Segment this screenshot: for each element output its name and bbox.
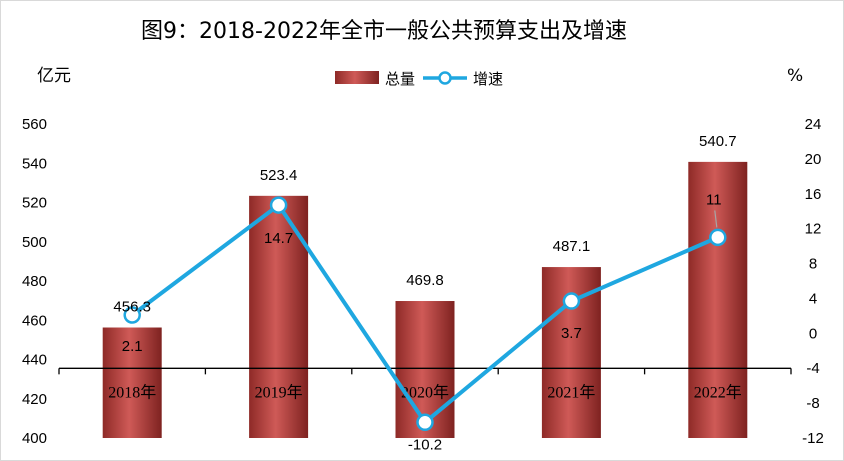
growth-value-label: 3.7 bbox=[561, 325, 582, 342]
category-label: 2020年 bbox=[401, 383, 449, 401]
growth-marker bbox=[123, 306, 141, 324]
growth-value-label: 2.1 bbox=[122, 338, 143, 355]
category-label: 2019年 bbox=[255, 383, 303, 401]
left-tick-label: 460 bbox=[22, 312, 47, 329]
left-tick-label: 420 bbox=[22, 391, 47, 408]
right-tick-label: 12 bbox=[805, 221, 822, 238]
left-tick-label: 560 bbox=[22, 116, 47, 133]
growth-value-label: -10.2 bbox=[408, 436, 442, 453]
growth-marker bbox=[269, 196, 288, 214]
legend-line-label: 增速 bbox=[473, 70, 503, 88]
bar-value-label: 487.1 bbox=[553, 238, 591, 255]
right-tick-label: 8 bbox=[809, 256, 817, 273]
left-tick-label: 540 bbox=[22, 155, 47, 172]
right-tick-label: -8 bbox=[806, 395, 819, 412]
right-tick-label: 4 bbox=[809, 290, 817, 307]
bar-value-label: 469.8 bbox=[406, 272, 444, 289]
line-series bbox=[123, 196, 727, 432]
bar-value-label: 456.3 bbox=[113, 299, 151, 316]
right-tick-label: -12 bbox=[802, 430, 824, 447]
bar-value-labels: 456.3 523.4 469.8 487.1 540.7 bbox=[113, 133, 736, 316]
line-value-labels: 2.1 14.7 -10.2 3.7 11 bbox=[122, 191, 722, 453]
bar bbox=[102, 327, 162, 438]
category-label: 2021年 bbox=[547, 383, 595, 401]
growth-value-label: 14.7 bbox=[264, 230, 293, 247]
left-tick-label: 480 bbox=[22, 273, 47, 290]
left-axis-unit: 亿元 bbox=[37, 66, 71, 86]
left-axis-ticks: 400 420 440 460 480 500 520 540 560 bbox=[22, 116, 47, 447]
chart-title: 图9：2018-2022年全市一般公共预算支出及增速 bbox=[141, 19, 627, 44]
right-tick-label: 24 bbox=[805, 116, 822, 133]
legend: 总量 增速 bbox=[335, 70, 503, 88]
right-axis-ticks: -12 -8 -4 0 4 8 12 16 20 24 bbox=[802, 116, 824, 447]
right-tick-label: -4 bbox=[806, 360, 819, 377]
legend-line-marker bbox=[438, 71, 452, 85]
growth-marker bbox=[709, 228, 727, 247]
left-tick-label: 400 bbox=[22, 430, 47, 447]
legend-bar-label: 总量 bbox=[385, 70, 415, 88]
right-tick-label: 0 bbox=[809, 325, 817, 342]
growth-marker bbox=[416, 413, 434, 432]
left-tick-label: 500 bbox=[22, 234, 47, 251]
zero-axis bbox=[58, 367, 792, 375]
growth-marker bbox=[562, 292, 581, 310]
left-tick-label: 440 bbox=[22, 352, 47, 369]
growth-label-leader bbox=[714, 210, 718, 228]
growth-value-label: 11 bbox=[706, 191, 722, 208]
right-axis-unit: % bbox=[787, 66, 803, 86]
category-label: 2022年 bbox=[694, 383, 742, 401]
category-label: 2018年 bbox=[108, 383, 156, 401]
right-tick-label: 16 bbox=[805, 186, 822, 203]
bar-value-label: 540.7 bbox=[699, 133, 737, 150]
bar-value-label: 523.4 bbox=[260, 167, 298, 184]
category-labels: 2018年 2019年 2020年 2021年 2022年 bbox=[108, 383, 742, 401]
legend-bar-swatch bbox=[335, 71, 379, 84]
bar bbox=[688, 161, 748, 438]
left-tick-label: 520 bbox=[22, 195, 47, 212]
right-tick-label: 20 bbox=[805, 151, 822, 168]
